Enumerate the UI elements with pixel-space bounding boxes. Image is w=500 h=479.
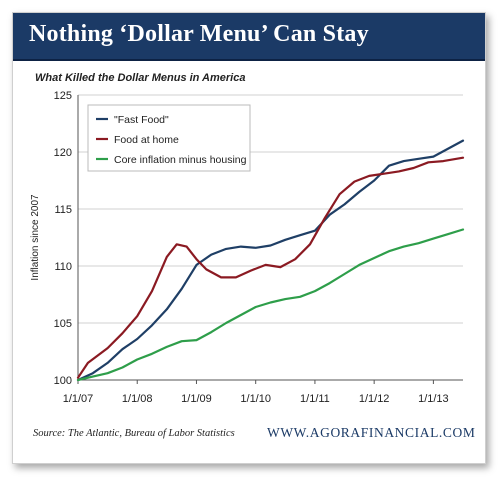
series-line-1	[76, 156, 465, 379]
chart-title: What Killed the Dollar Menus in America	[35, 72, 246, 84]
y-axis-label: Inflation since 2007	[30, 194, 41, 281]
y-tick-label: 110	[54, 261, 72, 273]
x-tick-label: 1/1/07	[63, 393, 94, 405]
x-tick-label: 1/1/12	[359, 393, 390, 405]
chart-card: Nothing ‘Dollar Menu’ Can Stay What Kill…	[12, 12, 486, 464]
line-chart: 100 105 110 115 120 125 1/1/07 1/1/08 1/1/09 1/1/…	[30, 90, 465, 405]
x-tick-label: 1/1/08	[122, 393, 153, 405]
legend-label-2: Core inflation minus housing	[114, 154, 247, 166]
series-line-2	[76, 228, 465, 382]
x-tick-label: 1/1/10	[240, 393, 271, 405]
legend-label-0: "Fast Food"	[114, 114, 169, 126]
title-banner: Nothing ‘Dollar Menu’ Can Stay	[13, 13, 485, 61]
y-tick-label: 120	[54, 147, 72, 159]
y-tick-label: 115	[54, 204, 72, 216]
legend-box	[87, 104, 251, 172]
x-tick-label: 1/1/13	[418, 393, 449, 405]
brand-url: WWW.AGORAFINANCIAL.COM	[267, 425, 476, 440]
y-tick-label: 100	[54, 375, 72, 387]
x-tick-label: 1/1/11	[300, 393, 330, 405]
x-tick-label: 1/1/09	[181, 393, 212, 405]
series-line-0	[76, 139, 465, 382]
y-tick-label: 125	[54, 90, 72, 102]
page-title: Nothing ‘Dollar Menu’ Can Stay	[29, 21, 369, 47]
y-tick-label: 105	[54, 318, 72, 330]
source-note: Source: The Atlantic, Bureau of Labor St…	[33, 428, 235, 439]
legend-label-1: Food at home	[114, 134, 179, 146]
